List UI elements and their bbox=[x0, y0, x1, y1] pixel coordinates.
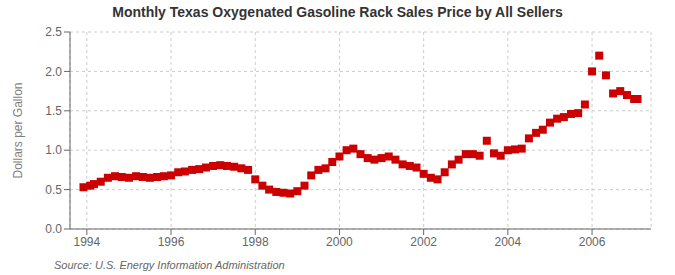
svg-text:2.5: 2.5 bbox=[45, 25, 62, 39]
svg-text:1998: 1998 bbox=[242, 235, 269, 249]
svg-text:0.5: 0.5 bbox=[45, 183, 62, 197]
svg-text:2002: 2002 bbox=[410, 235, 437, 249]
svg-text:1.5: 1.5 bbox=[45, 104, 62, 118]
html-text:Monthly Texas Oxygenated Gasol: Monthly Texas Oxygenated Gasoline Rack S… bbox=[112, 4, 563, 20]
svg-text:2.0: 2.0 bbox=[45, 65, 62, 79]
svg-text:Dollars per Gallon: Dollars per Gallon bbox=[11, 82, 25, 178]
svg-text:1.0: 1.0 bbox=[45, 143, 62, 157]
svg-text:1994: 1994 bbox=[73, 235, 100, 249]
svg-text:2004: 2004 bbox=[495, 235, 522, 249]
svg-text:2006: 2006 bbox=[579, 235, 606, 249]
svg-text:2000: 2000 bbox=[326, 235, 353, 249]
svg-text:1996: 1996 bbox=[158, 235, 185, 249]
html-text:Source: U.S. Energy Informatio: Source: U.S. Energy Information Administ… bbox=[54, 259, 285, 271]
svg-text:0.0: 0.0 bbox=[45, 222, 62, 236]
